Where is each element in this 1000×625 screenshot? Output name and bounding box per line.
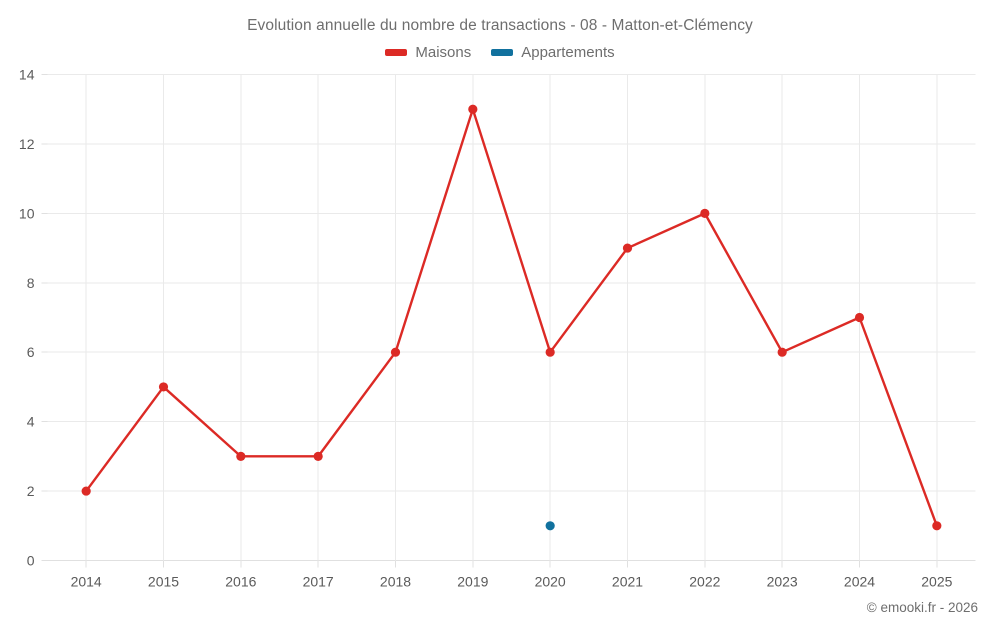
data-point-maisons-2015[interactable] [158, 382, 169, 392]
data-point-maisons-2024[interactable] [854, 312, 865, 323]
y-axis-label-6: 6 [27, 344, 35, 360]
legend-item-maisons[interactable]: Maisons [385, 44, 471, 61]
data-point-maisons-2014[interactable] [81, 486, 91, 496]
x-axis-label-2014: 2014 [71, 574, 102, 590]
legend-label-maisons: Maisons [415, 44, 472, 61]
legend-item-appartements[interactable]: Appartements [491, 44, 615, 61]
chart-legend: Maisons Appartements [0, 44, 1000, 61]
chart-title: Evolution annuelle du nombre de transact… [247, 17, 753, 34]
data-point-maisons-2023[interactable] [777, 347, 787, 357]
series-line-maisons [84, 108, 939, 527]
data-point-maisons-2025[interactable] [932, 521, 942, 531]
x-axis-label-2020: 2020 [535, 574, 566, 590]
data-point-maisons-2017[interactable] [313, 451, 323, 461]
y-axis-label-12: 12 [19, 136, 35, 152]
x-axis-label-2015: 2015 [148, 574, 179, 590]
legend-swatch-maisons [385, 49, 408, 56]
x-axis-label-2017: 2017 [303, 574, 334, 590]
x-axis-label-2018: 2018 [380, 574, 411, 590]
data-point-maisons-2018[interactable] [390, 347, 401, 357]
y-axis-label-0: 0 [27, 553, 35, 569]
data-point-appartements-2020[interactable] [545, 521, 555, 531]
x-axis-label-2025: 2025 [921, 574, 952, 590]
x-axis-label-2022: 2022 [689, 574, 720, 590]
legend-label-appartements: Appartements [521, 44, 615, 61]
data-point-maisons-2016[interactable] [236, 451, 246, 461]
x-axis-label-2024: 2024 [844, 574, 875, 590]
data-point-maisons-2020[interactable] [545, 347, 555, 357]
y-axis-label-4: 4 [27, 414, 35, 430]
copyright-footer: © emooki.fr - 2026 [866, 600, 978, 615]
y-axis-label-14: 14 [19, 67, 35, 83]
x-axis-label-2019: 2019 [457, 574, 488, 590]
y-axis-label-10: 10 [19, 205, 35, 221]
legend-swatch-appartements [491, 49, 514, 56]
x-axis-label-2016: 2016 [225, 574, 256, 590]
x-axis-label-2023: 2023 [767, 574, 798, 590]
data-point-maisons-2021[interactable] [622, 243, 633, 253]
data-point-maisons-2019[interactable] [468, 104, 478, 114]
data-point-maisons-2022[interactable] [700, 208, 710, 218]
x-axis-label-2021: 2021 [612, 574, 643, 590]
y-axis-label-2: 2 [27, 483, 35, 499]
y-axis-label-8: 8 [27, 275, 35, 291]
